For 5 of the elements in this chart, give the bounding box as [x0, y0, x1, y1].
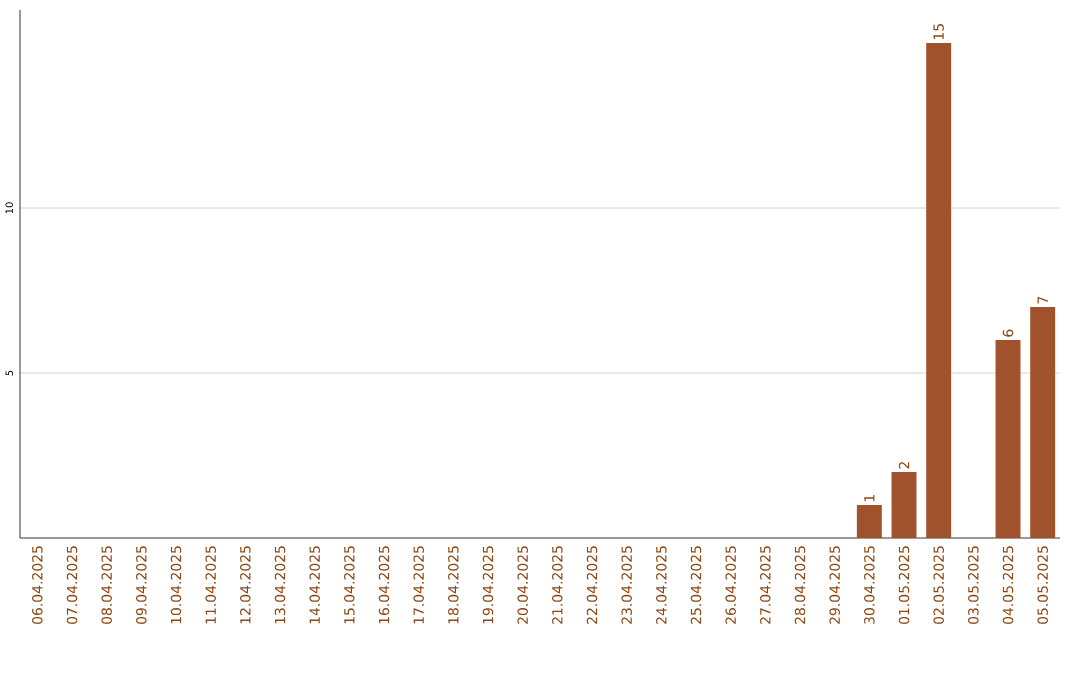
bar — [856, 505, 882, 538]
bar — [891, 472, 917, 538]
bar — [995, 340, 1021, 538]
bar — [1030, 307, 1056, 538]
bar — [926, 42, 952, 538]
